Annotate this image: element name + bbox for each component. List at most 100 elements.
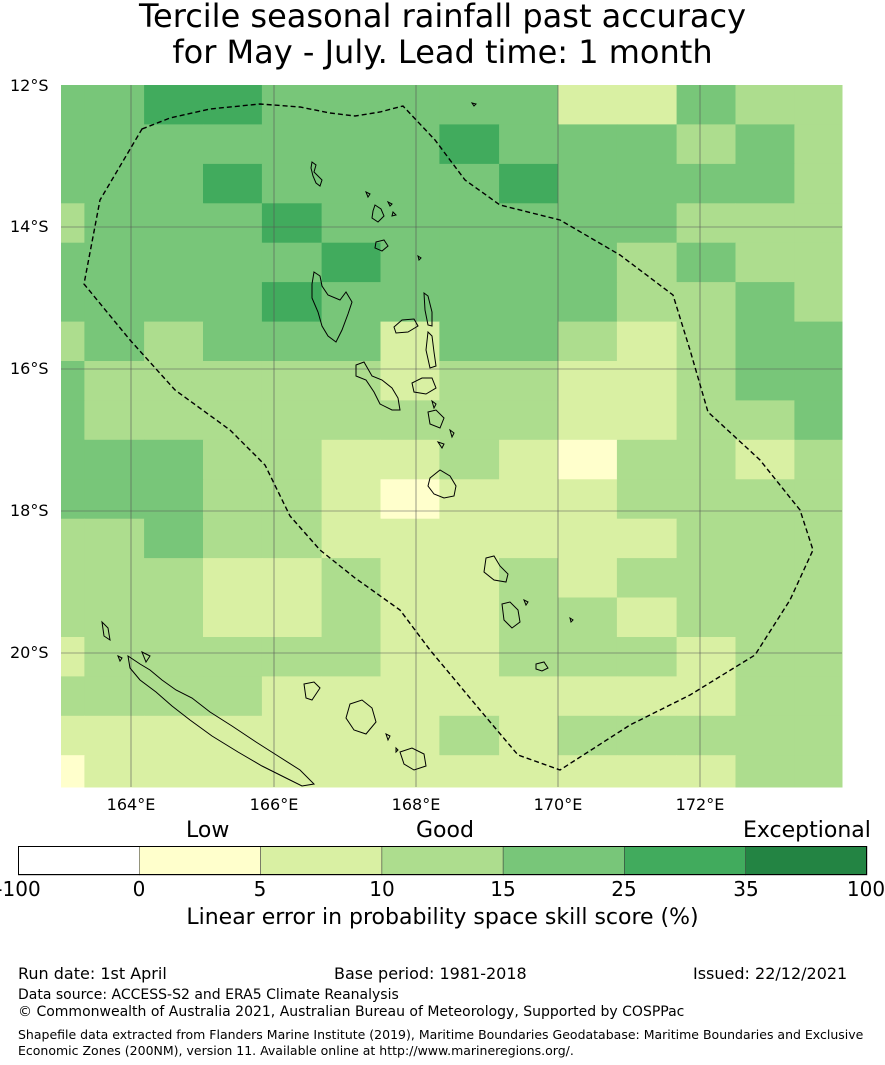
grid-cell-r9-c8 bbox=[499, 439, 559, 480]
island-tanna bbox=[501, 601, 521, 629]
grid-cell-r12-c0 bbox=[61, 558, 85, 598]
grid-cell-r10-c4 bbox=[261, 479, 322, 520]
grid-cell-r11-c11 bbox=[676, 518, 736, 559]
grid-cell-r13-c10 bbox=[616, 597, 677, 638]
grid-cell-r2-c3 bbox=[203, 163, 263, 204]
grid-cell-r6-c3 bbox=[203, 321, 263, 362]
tick-label-0: 0 bbox=[132, 877, 146, 901]
grid-cell-r0-c13 bbox=[794, 85, 843, 125]
grid-cell-r15-c5 bbox=[321, 676, 381, 717]
grid-cell-r14-c10 bbox=[616, 637, 677, 677]
grid-cell-r12-c12 bbox=[735, 558, 795, 598]
grid-cell-r13-c7 bbox=[439, 597, 500, 638]
grid-cell-r15-c3 bbox=[203, 676, 263, 717]
island-outlines bbox=[310, 102, 574, 672]
grid-cell-r1-c7 bbox=[439, 124, 500, 165]
grid-cell-r7-c11 bbox=[676, 361, 736, 401]
grid-cell-r13-c4 bbox=[261, 597, 322, 638]
grid-cell-r4-c13 bbox=[794, 242, 843, 283]
tick-label-5: 5 bbox=[253, 877, 267, 901]
island-banks-2 bbox=[371, 204, 385, 223]
grid-cell-r10-c8 bbox=[499, 479, 559, 520]
grid-cell-r7-c3 bbox=[203, 361, 263, 401]
grid-cell-r16-c8 bbox=[499, 715, 559, 756]
island-ambae bbox=[393, 318, 419, 334]
grid-cell-r14-c12 bbox=[735, 637, 795, 677]
grid-cell-r3-c6 bbox=[380, 203, 440, 244]
new-caledonia-outlines bbox=[101, 620, 427, 787]
grid-cell-r5-c7 bbox=[439, 282, 500, 322]
category-good: Good bbox=[416, 818, 474, 843]
grid-cell-r10-c10 bbox=[616, 479, 677, 520]
grid-cell-r12-c13 bbox=[794, 558, 843, 598]
grid-cell-r6-c11 bbox=[676, 321, 736, 362]
grid-cell-r16-c10 bbox=[616, 715, 677, 756]
island-shepherds-1 bbox=[449, 428, 455, 439]
grid-cell-r5-c12 bbox=[735, 282, 795, 322]
grid-cell-r8-c10 bbox=[616, 400, 677, 441]
grid-cell-r17-c6 bbox=[380, 755, 440, 788]
grid-cell-r16-c5 bbox=[321, 715, 381, 756]
grid-cell-r14-c2 bbox=[144, 637, 204, 677]
grid-cell-r12-c3 bbox=[203, 558, 263, 598]
grid-cell-r10-c11 bbox=[676, 479, 736, 520]
grid-cell-r9-c3 bbox=[203, 439, 263, 480]
data-source: Data source: ACCESS-S2 and ERA5 Climate … bbox=[18, 987, 399, 1003]
grid-cell-r10-c3 bbox=[203, 479, 263, 520]
grid-cell-r2-c2 bbox=[144, 163, 204, 204]
grid-cell-r17-c5 bbox=[321, 755, 381, 788]
grid-cell-r12-c9 bbox=[558, 558, 618, 598]
grid-cell-r2-c9 bbox=[558, 163, 618, 204]
grid-cell-r5-c9 bbox=[558, 282, 618, 322]
grid-cell-r7-c6 bbox=[380, 361, 440, 401]
grid-cell-r9-c2 bbox=[144, 439, 204, 480]
grid-cell-r8-c11 bbox=[676, 400, 736, 441]
grid-cell-r1-c5 bbox=[321, 124, 381, 165]
grid-cell-r5-c8 bbox=[499, 282, 559, 322]
colorbar-bin-25-35 bbox=[624, 846, 746, 876]
grid-cell-r3-c13 bbox=[794, 203, 843, 244]
grid-cell-r7-c5 bbox=[321, 361, 381, 401]
grid-cell-r7-c10 bbox=[616, 361, 677, 401]
grid-cell-r8-c2 bbox=[144, 400, 204, 441]
grid-cell-r14-c11 bbox=[676, 637, 736, 677]
grid-cell-r15-c11 bbox=[676, 676, 736, 717]
grid-cell-r7-c2 bbox=[144, 361, 204, 401]
island-malekula bbox=[355, 361, 401, 411]
category-exceptional: Exceptional bbox=[743, 818, 871, 843]
grid-cell-r3-c10 bbox=[616, 203, 677, 244]
grid-cell-r4-c0 bbox=[61, 242, 85, 283]
grid-cell-r14-c9 bbox=[558, 637, 618, 677]
grid-cell-r1-c1 bbox=[84, 124, 145, 165]
shapefile-credit-line1: Shapefile data extracted from Flanders M… bbox=[18, 1027, 864, 1042]
island-tiga bbox=[385, 733, 391, 742]
island-epi bbox=[427, 409, 445, 429]
grid-cell-r14-c1 bbox=[84, 637, 145, 677]
grid-cell-r6-c8 bbox=[499, 321, 559, 362]
grid-cell-r10-c9 bbox=[558, 479, 618, 520]
grid-cell-r17-c7 bbox=[439, 755, 500, 788]
grid-cell-r11-c7 bbox=[439, 518, 500, 559]
grid-cell-r12-c4 bbox=[261, 558, 322, 598]
grid-cell-r15-c10 bbox=[616, 676, 677, 717]
grid-cell-r0-c4 bbox=[261, 85, 322, 125]
island-futuna bbox=[569, 616, 574, 623]
grid-cell-r9-c7 bbox=[439, 439, 500, 480]
grid-cell-r3-c0 bbox=[61, 203, 85, 244]
grid-cell-r5-c1 bbox=[84, 282, 145, 322]
grid-cell-r11-c6 bbox=[380, 518, 440, 559]
grid-cell-r5-c3 bbox=[203, 282, 263, 322]
grid-cell-r4-c8 bbox=[499, 242, 559, 283]
grid-cell-r7-c0 bbox=[61, 361, 85, 401]
grid-cell-r6-c12 bbox=[735, 321, 795, 362]
grid-cell-r15-c12 bbox=[735, 676, 795, 717]
grid-cell-r12-c10 bbox=[616, 558, 677, 598]
grid-cell-r13-c12 bbox=[735, 597, 795, 638]
colorbar-bin-15-25 bbox=[502, 846, 625, 876]
tick-label-10: 10 bbox=[369, 877, 395, 901]
grid-cell-r0-c6 bbox=[380, 85, 440, 125]
grid-cell-r0-c8 bbox=[499, 85, 559, 125]
grid-cell-r5-c5 bbox=[321, 282, 381, 322]
grid-cell-r1-c9 bbox=[558, 124, 618, 165]
grid-cell-r17-c10 bbox=[616, 755, 677, 788]
